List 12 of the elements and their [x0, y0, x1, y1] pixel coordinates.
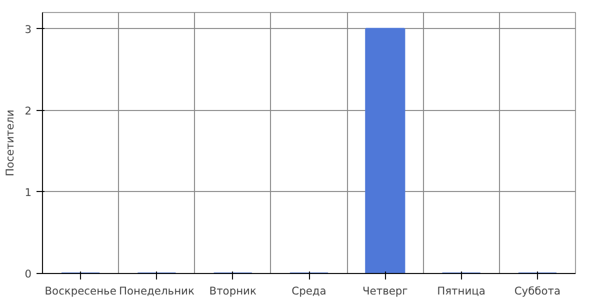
x-tick-label: Среда [292, 284, 326, 298]
y-tick-label: 2 [24, 104, 32, 118]
y-tick-label: 0 [24, 268, 32, 280]
x-tick-label: Пятница [437, 284, 486, 298]
x-tick-label: Вторник [209, 284, 257, 298]
y-tick-label: 1 [24, 186, 32, 199]
y-tick-label: 3 [24, 22, 32, 36]
x-tick-label: Четверг [362, 284, 408, 298]
y-axis-title: Посетители [4, 110, 17, 176]
x-tick-label: Воскресенье [44, 284, 116, 298]
x-tick-label: Понедельник [119, 284, 195, 298]
x-tick-label: Суббота [514, 284, 561, 298]
